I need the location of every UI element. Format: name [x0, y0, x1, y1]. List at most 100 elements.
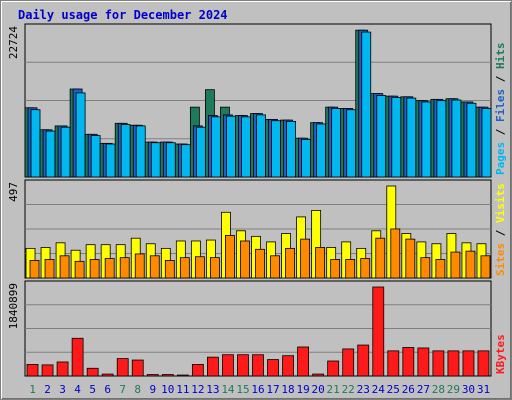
- bar-pages-day-24: [376, 95, 387, 178]
- bar-kbytes-day-12: [191, 363, 204, 377]
- bar-kbytes-day-16: [252, 354, 264, 377]
- bar-sites-day-6: [104, 258, 115, 279]
- x-tick-label-day-12: 12: [191, 383, 204, 396]
- bar-pages-day-27: [421, 101, 432, 178]
- bar-sites-day-10: [164, 260, 175, 279]
- bar-sites-day-14: [225, 235, 235, 279]
- bar-pages-day-11: [180, 144, 191, 178]
- bar-kbytes-day-30: [462, 350, 475, 377]
- bar-pages-day-12: [195, 126, 206, 178]
- panel-top-legend: Pages / Files / Hits: [494, 43, 507, 176]
- x-tick-label-day-29: 29: [447, 383, 460, 396]
- bar-kbytes-day-21: [327, 360, 340, 377]
- panel-mid-legend: Sites / Visits: [494, 183, 507, 276]
- x-tick-label-day-1: 1: [29, 383, 36, 396]
- bar-pages-day-20: [316, 123, 327, 178]
- bar-sites-day-12: [194, 256, 205, 279]
- bar-sites-day-31: [480, 255, 491, 279]
- bar-kbytes-day-17: [267, 359, 279, 377]
- bar-kbytes-day-11: [176, 374, 189, 377]
- x-tick-label-day-13: 13: [206, 383, 219, 396]
- panel-top-ymax-label: 22724: [7, 26, 20, 59]
- bar-pages-day-22: [346, 109, 357, 178]
- bar-sites-day-4: [74, 260, 85, 279]
- bar-sites-day-28: [435, 259, 446, 279]
- bar-kbytes-day-24: [372, 286, 385, 377]
- bar-sites-day-18: [285, 247, 295, 279]
- panel-mid-ymax-label: 497: [7, 182, 20, 202]
- x-tick-label-day-21: 21: [327, 383, 340, 396]
- bar-kbytes-day-28: [432, 350, 445, 377]
- bar-kbytes-day-20: [312, 373, 325, 377]
- x-tick-label-day-8: 8: [134, 383, 141, 396]
- bar-pages-day-16: [256, 114, 266, 178]
- x-tick-label-day-17: 17: [266, 383, 279, 396]
- bar-sites-day-25: [390, 228, 401, 279]
- bar-kbytes-day-10: [161, 374, 174, 377]
- bar-sites-day-16: [255, 248, 265, 279]
- bar-pages-day-3: [60, 126, 71, 178]
- bar-sites-day-24: [375, 237, 386, 279]
- bar-sites-day-5: [89, 259, 100, 279]
- legend-kbytes: KBytes: [494, 334, 507, 374]
- x-tick-label-day-14: 14: [221, 383, 235, 396]
- x-tick-label-day-23: 23: [357, 383, 370, 396]
- x-tick-label-day-5: 5: [89, 383, 96, 396]
- bar-pages-day-2: [45, 130, 56, 178]
- panel-bot-legend: KBytes: [494, 334, 507, 374]
- bar-pages-day-10: [165, 142, 176, 178]
- x-tick-label-day-24: 24: [372, 383, 386, 396]
- chart-title: Daily usage for December 2024: [18, 8, 228, 22]
- bar-sites-day-13: [209, 257, 220, 279]
- bar-kbytes-day-29: [447, 350, 460, 377]
- bar-kbytes-day-26: [402, 347, 415, 377]
- bar-pages-day-14: [226, 115, 236, 178]
- bar-pages-day-30: [466, 102, 477, 178]
- x-tick-label-day-2: 2: [44, 383, 51, 396]
- legend-pages: Pages: [494, 142, 507, 175]
- x-tick-label-day-10: 10: [161, 383, 174, 396]
- bar-kbytes-day-22: [342, 348, 355, 377]
- legend-separator: /: [494, 223, 507, 243]
- panel-bot-ymax-label: 1840899: [7, 283, 20, 329]
- x-tick-label-day-26: 26: [402, 383, 415, 396]
- bar-sites-day-17: [270, 255, 280, 279]
- bar-kbytes-day-9: [146, 374, 159, 377]
- bar-kbytes-day-19: [297, 346, 310, 377]
- legend-visits: Visits: [494, 183, 507, 223]
- bar-pages-day-8: [135, 125, 146, 178]
- bar-pages-day-18: [286, 120, 296, 178]
- bar-kbytes-day-1: [26, 363, 39, 377]
- x-tick-label-day-19: 19: [296, 383, 309, 396]
- bar-kbytes-day-18: [282, 355, 294, 377]
- bar-kbytes-day-4: [71, 337, 84, 377]
- bar-kbytes-day-3: [56, 361, 69, 377]
- bar-kbytes-day-5: [86, 367, 99, 377]
- bar-pages-day-21: [331, 108, 342, 178]
- legend-separator: /: [494, 122, 507, 142]
- bar-kbytes-day-25: [387, 350, 400, 377]
- bar-kbytes-day-27: [417, 347, 430, 377]
- bar-sites-day-7: [119, 257, 130, 279]
- x-tick-label-day-9: 9: [149, 383, 156, 396]
- x-tick-label-day-31: 31: [477, 383, 490, 396]
- bar-pages-day-26: [406, 97, 417, 178]
- x-tick-label-day-16: 16: [251, 383, 264, 396]
- bar-pages-day-15: [241, 116, 251, 178]
- bar-pages-day-1: [30, 109, 41, 178]
- x-tick-label-day-6: 6: [104, 383, 111, 396]
- x-tick-label-day-3: 3: [59, 383, 66, 396]
- bar-pages-day-4: [75, 92, 86, 178]
- bar-kbytes-day-2: [41, 364, 54, 377]
- legend-separator: /: [494, 69, 507, 89]
- bar-sites-day-27: [420, 257, 431, 279]
- bar-sites-day-3: [59, 255, 70, 279]
- bar-sites-day-2: [44, 259, 55, 279]
- bar-pages-day-7: [120, 124, 131, 178]
- x-tick-label-day-18: 18: [281, 383, 294, 396]
- bar-sites-day-15: [240, 240, 250, 279]
- x-tick-label-day-28: 28: [432, 383, 445, 396]
- bar-sites-day-30: [465, 250, 476, 279]
- bar-pages-day-5: [90, 135, 101, 178]
- x-tick-label-day-20: 20: [312, 383, 325, 396]
